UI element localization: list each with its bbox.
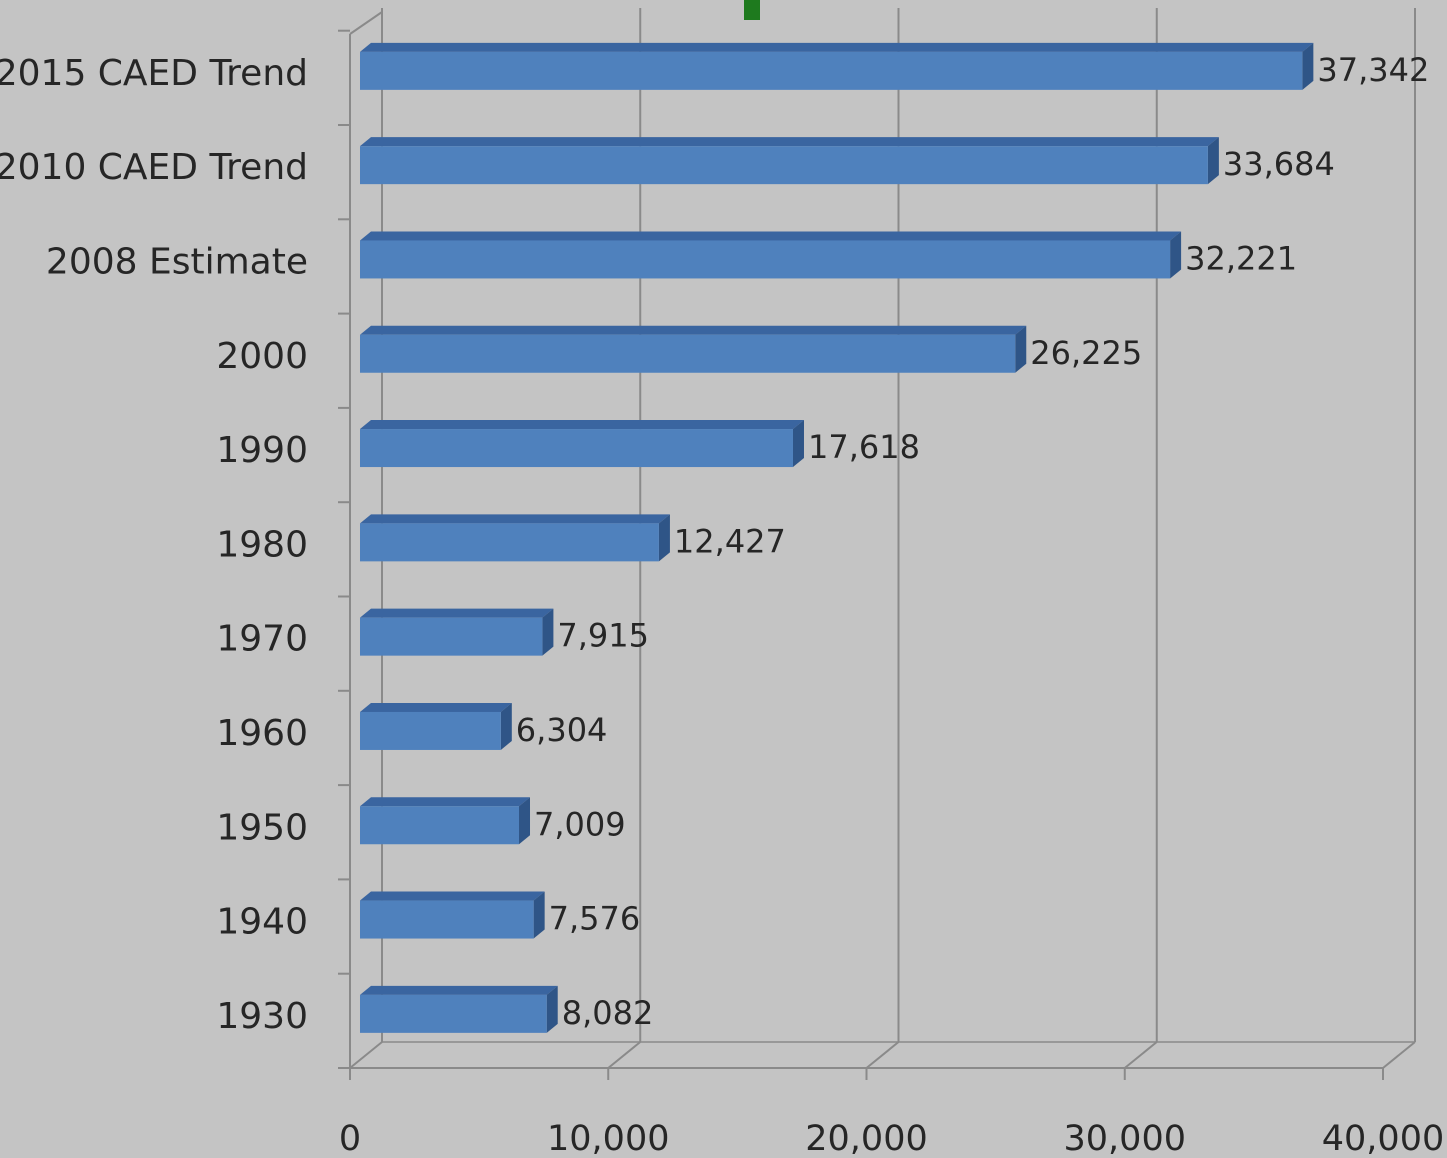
x-tick-label: 40,000: [1322, 1119, 1444, 1158]
bar-side-face: [792, 420, 804, 468]
data-label: 26,225: [1030, 334, 1142, 372]
data-label: 37,342: [1317, 51, 1429, 89]
title-fragment-mark: [744, 0, 760, 20]
data-label: 12,427: [674, 522, 786, 560]
y-category-label: 1940: [216, 902, 308, 943]
bar-top-face: [360, 420, 804, 430]
bar: [360, 711, 501, 750]
y-category-label: 1970: [216, 619, 308, 660]
data-label: 32,221: [1185, 239, 1297, 277]
bar: [360, 617, 543, 656]
floor-gridline: [1382, 1041, 1416, 1069]
bar-side-face: [519, 797, 531, 845]
cropped-title-fragment: [744, 0, 760, 20]
y-axis-top-depth: [349, 11, 383, 35]
data-label: 7,915: [557, 617, 649, 655]
x-tick-label: 30,000: [1064, 1119, 1186, 1158]
bar-top-face: [360, 231, 1182, 241]
data-label: 6,304: [516, 711, 608, 749]
y-category-label: 2000: [216, 336, 308, 377]
bar-top-face: [360, 702, 512, 712]
bar-top-face: [360, 325, 1027, 335]
bar-side-face: [658, 514, 670, 562]
bar: [360, 806, 520, 845]
bar-side-face: [1302, 42, 1314, 90]
y-category-label: 1930: [216, 996, 308, 1037]
y-category-label: 2015 CAED Trend: [0, 53, 308, 94]
bar-top-face: [360, 797, 531, 807]
x-tick-label: 10,000: [547, 1119, 669, 1158]
bars-layer: [360, 42, 1314, 1033]
bar-side-face: [1170, 231, 1182, 279]
bar-top-face: [360, 608, 554, 618]
bar: [360, 146, 1208, 185]
y-category-label: 1960: [216, 713, 308, 754]
bar-side-face: [1015, 325, 1027, 373]
y-category-label: 1980: [216, 524, 308, 565]
y-category-label: 2010 CAED Trend: [0, 147, 308, 188]
data-label: 33,684: [1223, 145, 1335, 183]
bar-side-face: [500, 702, 512, 750]
bar-top-face: [360, 891, 545, 901]
bar-side-face: [542, 608, 554, 656]
x-tick-label: 0: [339, 1119, 361, 1158]
bar-side-face: [1207, 137, 1219, 185]
bar: [360, 429, 793, 468]
labels-layer: 0 10,000 20,000 30,000 40,000 37,342 2015 CAED…: [0, 51, 1444, 1158]
bar: [360, 994, 547, 1033]
floor-gridline: [865, 1041, 900, 1069]
bar: [360, 523, 659, 562]
y-category-label: 1950: [216, 807, 308, 848]
bar-top-face: [360, 985, 558, 995]
bar-top-face: [360, 42, 1314, 52]
data-label: 7,576: [549, 900, 641, 938]
x-tick-label: 20,000: [805, 1119, 927, 1158]
bar: [360, 334, 1016, 373]
bar-top-face: [360, 514, 670, 524]
data-label: 8,082: [562, 994, 654, 1032]
bar-top-face: [360, 137, 1219, 147]
y-category-label: 2008 Estimate: [46, 241, 308, 282]
bar: [360, 51, 1303, 90]
data-label: 7,009: [534, 805, 626, 843]
bar: [360, 240, 1171, 279]
bar: [360, 900, 534, 939]
floor-gridline: [349, 1041, 383, 1069]
floor-gridline: [607, 1041, 641, 1069]
floor-gridline: [1124, 1041, 1158, 1069]
bar-side-face: [533, 891, 545, 939]
y-category-label: 1990: [216, 430, 308, 471]
bar-side-face: [546, 985, 558, 1033]
data-label: 17,618: [808, 428, 920, 466]
